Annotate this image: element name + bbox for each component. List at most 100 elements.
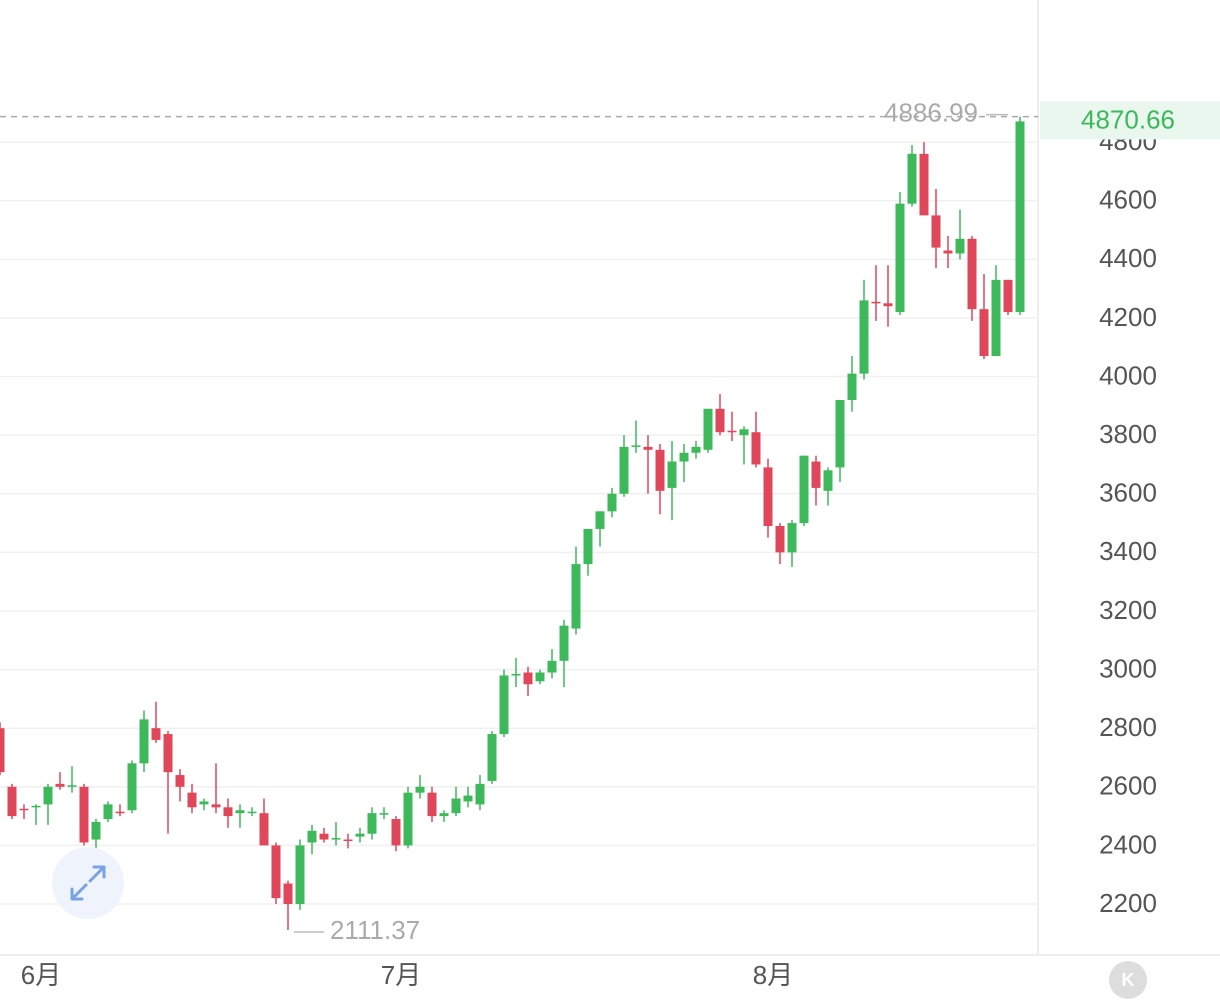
max-label: 4886.99 — [884, 98, 978, 128]
candle-body — [955, 238, 965, 254]
candle-body — [487, 734, 497, 781]
candle-body — [451, 798, 461, 814]
candle-body — [703, 408, 713, 450]
x-tick-label: 6月 — [21, 960, 61, 990]
candle-body — [115, 811, 125, 814]
candle-body — [595, 511, 605, 529]
candle-body — [979, 309, 989, 357]
y-tick-label: 4400 — [1099, 243, 1157, 273]
candle-body — [331, 838, 341, 840]
candle-body — [991, 279, 1001, 357]
candle-body — [439, 813, 449, 817]
candle-body — [571, 564, 581, 629]
plot-area — [0, 115, 1038, 930]
candle-body — [19, 808, 29, 811]
candle-body — [55, 783, 65, 787]
y-tick-label: 4000 — [1099, 360, 1157, 390]
y-tick-label: 3200 — [1099, 595, 1157, 625]
candle-body — [151, 728, 161, 740]
candle-body — [475, 783, 485, 805]
candle-body — [607, 493, 617, 512]
y-tick-label: 4200 — [1099, 302, 1157, 332]
y-tick-label: 2400 — [1099, 829, 1157, 859]
candle-body — [319, 833, 329, 840]
candle-body — [415, 786, 425, 793]
candle-body — [787, 523, 797, 553]
candle-body — [211, 804, 221, 808]
candle-body — [247, 811, 257, 814]
candle-body — [463, 795, 473, 802]
candle-body — [511, 673, 521, 676]
candle-body — [667, 461, 677, 488]
y-tick-label: 2800 — [1099, 712, 1157, 742]
last-price-label: 4870.66 — [1081, 104, 1175, 134]
candle-body — [907, 153, 917, 204]
y-tick-label: 4600 — [1099, 185, 1157, 215]
candle-body — [619, 446, 629, 494]
candle-body — [199, 801, 209, 805]
candle-body — [79, 786, 89, 843]
candle-body — [379, 813, 389, 815]
candle-body — [175, 775, 185, 787]
candle-body — [223, 807, 233, 817]
candle-body — [679, 452, 689, 462]
candle-body — [283, 883, 293, 905]
candle-body — [31, 805, 41, 808]
candle-body — [343, 839, 353, 842]
candle-body — [727, 430, 737, 433]
candle-body — [859, 300, 869, 374]
candle-body — [919, 153, 929, 216]
candle-body — [655, 449, 665, 491]
candle-body — [103, 804, 113, 820]
candle-body — [67, 785, 77, 787]
candle-body — [7, 786, 17, 817]
candle-body — [427, 792, 437, 817]
candle-body — [583, 528, 593, 565]
candle-body — [403, 792, 413, 846]
candle-body — [547, 660, 557, 673]
candle-body — [799, 455, 809, 524]
candle-body — [187, 792, 197, 808]
candle-body — [499, 675, 509, 735]
x-tick-label: 7月 — [381, 960, 421, 990]
candle-body — [259, 813, 269, 846]
expand-button[interactable] — [52, 847, 124, 919]
candle-body — [691, 446, 701, 453]
candle-body — [643, 446, 653, 450]
candle-body — [823, 470, 833, 491]
candle-body — [835, 399, 845, 468]
candle-body — [535, 672, 545, 682]
expand-icon — [70, 865, 106, 901]
k-button[interactable] — [1109, 961, 1147, 999]
candle-body — [943, 250, 953, 254]
candle-body — [355, 833, 365, 837]
candle-body — [1015, 121, 1025, 313]
candle-body — [307, 830, 317, 843]
candle-body — [775, 525, 785, 553]
y-tick-label: 2600 — [1099, 771, 1157, 801]
candle-body — [751, 432, 761, 465]
min-label: 2111.37 — [330, 915, 420, 945]
candle-body — [127, 763, 137, 811]
candle-body — [139, 719, 149, 764]
candle-body — [883, 303, 893, 307]
candle-body — [739, 429, 749, 436]
candle-body — [967, 238, 977, 310]
candle-body — [847, 373, 857, 400]
candle-body — [811, 461, 821, 488]
candle-body — [367, 813, 377, 834]
candle-body — [295, 845, 305, 905]
y-tick-label: 2200 — [1099, 888, 1157, 918]
y-tick-label: 3600 — [1099, 478, 1157, 508]
candle-body — [871, 301, 881, 304]
x-tick-label: 8月 — [753, 960, 793, 990]
candle-body — [1003, 279, 1013, 313]
candle-body — [895, 203, 905, 313]
candle-body — [163, 734, 173, 773]
candle-body — [559, 625, 569, 661]
y-tick-label: 3000 — [1099, 653, 1157, 683]
candle-body — [715, 408, 725, 433]
candle-body — [0, 728, 5, 773]
candle-body — [391, 819, 401, 846]
